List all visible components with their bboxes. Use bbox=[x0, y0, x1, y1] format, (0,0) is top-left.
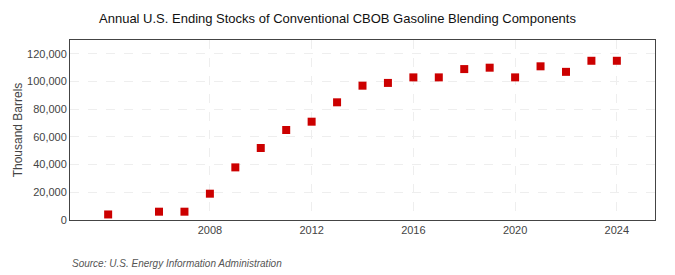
svg-text:40,000: 40,000 bbox=[33, 158, 67, 170]
svg-text:80,000: 80,000 bbox=[33, 103, 67, 115]
svg-text:2024: 2024 bbox=[605, 224, 629, 236]
svg-text:20,000: 20,000 bbox=[33, 186, 67, 198]
svg-text:Thousand Barrels: Thousand Barrels bbox=[11, 83, 25, 178]
svg-text:60,000: 60,000 bbox=[33, 131, 67, 143]
svg-text:2008: 2008 bbox=[198, 224, 222, 236]
svg-text:Annual U.S. Ending Stocks of C: Annual U.S. Ending Stocks of Conventiona… bbox=[99, 11, 576, 26]
svg-text:100,000: 100,000 bbox=[27, 75, 67, 87]
svg-text:Source: U.S. Energy Informatio: Source: U.S. Energy Information Administ… bbox=[72, 258, 282, 269]
svg-text:2016: 2016 bbox=[401, 224, 425, 236]
svg-text:0: 0 bbox=[61, 214, 67, 226]
svg-text:2012: 2012 bbox=[299, 224, 323, 236]
svg-text:120,000: 120,000 bbox=[27, 48, 67, 60]
svg-text:2020: 2020 bbox=[503, 224, 527, 236]
